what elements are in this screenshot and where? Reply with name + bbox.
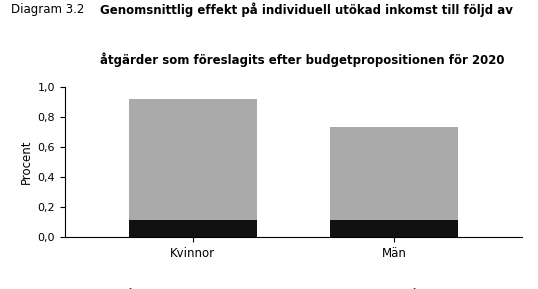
- Bar: [129, 220, 257, 237]
- Text: Genomsnittlig effekt på individuell utökad inkomst till följd av: Genomsnittlig effekt på individuell utök…: [100, 3, 512, 17]
- Bar: [129, 99, 257, 220]
- Bar: [330, 220, 458, 237]
- Legend: Bidrag från förändrad individuell disponibel inkomst, Bidrag från välfärdssatsni: Bidrag från förändrad individuell dispon…: [62, 284, 525, 289]
- Y-axis label: Procent: Procent: [20, 140, 33, 184]
- Text: Diagram 3.2: Diagram 3.2: [11, 3, 84, 16]
- Bar: [330, 127, 458, 220]
- Text: åtgärder som föreslagits efter budgetpropositionen för 2020: åtgärder som föreslagits efter budgetpro…: [100, 52, 504, 66]
